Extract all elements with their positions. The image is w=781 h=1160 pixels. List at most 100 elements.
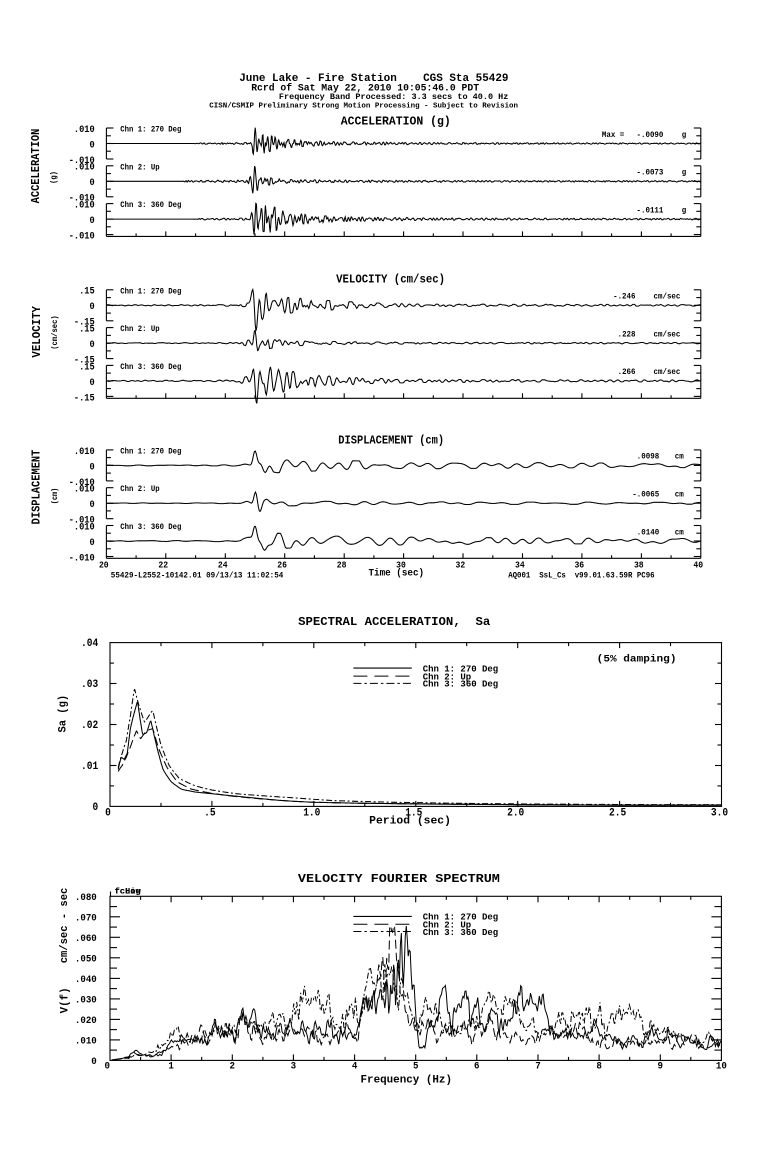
svg-text:V(f): V(f)	[60, 987, 72, 1013]
svg-text:.15: .15	[79, 286, 95, 298]
svg-text:1: 1	[168, 1061, 174, 1072]
svg-text:Chn 3: 360 Deg: Chn 3: 360 Deg	[120, 201, 181, 210]
svg-text:.15: .15	[79, 324, 95, 336]
svg-text:.03: .03	[81, 679, 99, 691]
svg-text:.5: .5	[204, 808, 216, 820]
svg-text:.040: .040	[75, 974, 97, 986]
svg-text:Frequency Band Processed: 3.3: Frequency Band Processed: 3.3 secs to 40…	[279, 94, 509, 102]
svg-text:4: 4	[352, 1061, 358, 1072]
svg-text:(cm/sec): (cm/sec)	[52, 315, 60, 350]
svg-text:Chn 1: 270 Deg: Chn 1: 270 Deg	[120, 447, 181, 456]
svg-text:VELOCITY (cm/sec): VELOCITY (cm/sec)	[336, 273, 445, 287]
svg-text:.010: .010	[74, 162, 95, 174]
svg-text:cm/sec: cm/sec	[654, 329, 681, 339]
svg-text:3: 3	[291, 1061, 297, 1072]
svg-text:Chn 3: 360 Deg: Chn 3: 360 Deg	[120, 363, 181, 372]
svg-text:5: 5	[413, 1061, 419, 1072]
svg-text:0: 0	[90, 215, 95, 227]
svg-text:VELOCITY: VELOCITY	[30, 305, 44, 357]
svg-text:2.0: 2.0	[507, 808, 524, 820]
svg-text:34: 34	[515, 560, 525, 570]
svg-text:SPECTRAL ACCELERATION, Sa: SPECTRAL ACCELERATION, Sa	[298, 615, 490, 629]
svg-text:(g): (g)	[50, 171, 59, 184]
svg-text:cm/sec: cm/sec	[654, 292, 681, 302]
svg-text:AQ001 SsL_Cs v99.01.63.59R P: AQ001 SsL_Cs v99.01.63.59R PC96	[508, 572, 655, 581]
svg-text:Rcrd of Sat May 22, 2010 10:05: Rcrd of Sat May 22, 2010 10:05:46.0 PDT	[251, 83, 479, 95]
svg-text:0: 0	[91, 1056, 97, 1068]
svg-text:0: 0	[90, 537, 95, 549]
svg-text:cm/sec - sec: cm/sec - sec	[59, 888, 71, 964]
svg-text:2: 2	[230, 1061, 236, 1072]
svg-text:Max =: Max =	[602, 130, 624, 140]
svg-text:.04: .04	[81, 638, 99, 650]
svg-text:28: 28	[337, 560, 347, 570]
svg-text:.060: .060	[75, 933, 97, 945]
svg-text:36: 36	[574, 560, 584, 570]
svg-text:June Lake - Fire Station CG: June Lake - Fire Station CGS Sta 55429	[239, 73, 508, 85]
svg-text:1.5: 1.5	[405, 808, 423, 820]
svg-text:.01: .01	[81, 761, 99, 773]
svg-text:0: 0	[105, 1061, 111, 1072]
svg-text:-.15: -.15	[74, 392, 95, 404]
svg-text:0: 0	[90, 177, 95, 189]
svg-text:24: 24	[218, 560, 228, 570]
svg-text:Chn 2: Up: Chn 2: Up	[423, 921, 472, 931]
svg-text:DISPLACEMENT: DISPLACEMENT	[29, 450, 43, 525]
svg-text:32: 32	[456, 560, 466, 570]
svg-text:30: 30	[396, 560, 406, 570]
svg-text:Chn 3: 360 Deg: Chn 3: 360 Deg	[423, 928, 499, 938]
svg-text:Chn 3: 360 Deg: Chn 3: 360 Deg	[120, 523, 181, 532]
svg-text:26: 26	[277, 560, 287, 570]
svg-text:.010: .010	[74, 521, 95, 533]
svg-text:Frequency (Hz): Frequency (Hz)	[361, 1075, 453, 1087]
svg-text:Chn 2: Up: Chn 2: Up	[423, 672, 472, 682]
svg-text:Chn 1: 270 Deg: Chn 1: 270 Deg	[120, 126, 181, 135]
svg-text:0: 0	[105, 808, 111, 820]
svg-text:Chn 1: 270 Deg: Chn 1: 270 Deg	[120, 287, 181, 296]
svg-text:.010: .010	[74, 124, 95, 136]
svg-text:cm: cm	[675, 490, 684, 500]
svg-text:.010: .010	[74, 484, 95, 496]
svg-text:.010: .010	[75, 1036, 97, 1048]
svg-text:.0098: .0098	[637, 452, 659, 462]
svg-text:38: 38	[634, 560, 644, 570]
svg-text:Chn 2: Up: Chn 2: Up	[120, 163, 159, 172]
svg-text:0: 0	[93, 802, 99, 814]
svg-text:Period (sec): Period (sec)	[369, 816, 451, 828]
svg-text:VELOCITY FOURIER SPECTRUM: VELOCITY FOURIER SPECTRUM	[298, 872, 500, 886]
svg-text:.010: .010	[74, 200, 95, 212]
svg-text:.050: .050	[75, 953, 97, 965]
svg-text:.228: .228	[618, 329, 636, 339]
svg-text:.030: .030	[75, 995, 97, 1007]
svg-text:CISN/CSMIP Preliminary Strong: CISN/CSMIP Preliminary Strong Motion Pro…	[209, 102, 518, 110]
svg-text:ACCELERATION (g): ACCELERATION (g)	[341, 115, 451, 129]
svg-text:.080: .080	[75, 892, 97, 904]
svg-text:DISPLACEMENT (cm): DISPLACEMENT (cm)	[338, 434, 444, 448]
svg-text:0: 0	[90, 139, 95, 151]
svg-text:fcLow: fcLow	[115, 889, 142, 897]
svg-text:-.0073: -.0073	[637, 168, 664, 178]
svg-text:Chn 3: 360 Deg: Chn 3: 360 Deg	[423, 680, 499, 690]
svg-text:-.010: -.010	[69, 515, 95, 527]
svg-text:-.0090: -.0090	[637, 130, 664, 140]
svg-text:2.5: 2.5	[609, 808, 627, 820]
svg-text:-.15: -.15	[74, 355, 95, 367]
svg-text:-.010: -.010	[69, 193, 95, 205]
svg-text:.070: .070	[75, 912, 97, 924]
svg-text:6: 6	[474, 1061, 480, 1072]
svg-text:.020: .020	[75, 1015, 97, 1027]
svg-text:-.0065: -.0065	[632, 490, 659, 500]
svg-text:ACCELERATION: ACCELERATION	[29, 129, 43, 204]
svg-text:Chn 1: 270 Deg: Chn 1: 270 Deg	[423, 913, 499, 923]
svg-text:40: 40	[693, 560, 703, 570]
svg-text:Sa (g): Sa (g)	[58, 695, 70, 733]
svg-text:-.010: -.010	[69, 477, 95, 489]
svg-text:cm: cm	[675, 452, 684, 462]
svg-text:.15: .15	[79, 361, 95, 373]
svg-text:-.15: -.15	[74, 317, 95, 329]
svg-text:-.0111: -.0111	[637, 205, 664, 215]
svg-text:Time (sec): Time (sec)	[369, 568, 425, 580]
svg-text:Chn 1: 270 Deg: Chn 1: 270 Deg	[423, 664, 499, 674]
svg-text:.02: .02	[81, 720, 98, 732]
svg-text:0: 0	[90, 301, 95, 313]
